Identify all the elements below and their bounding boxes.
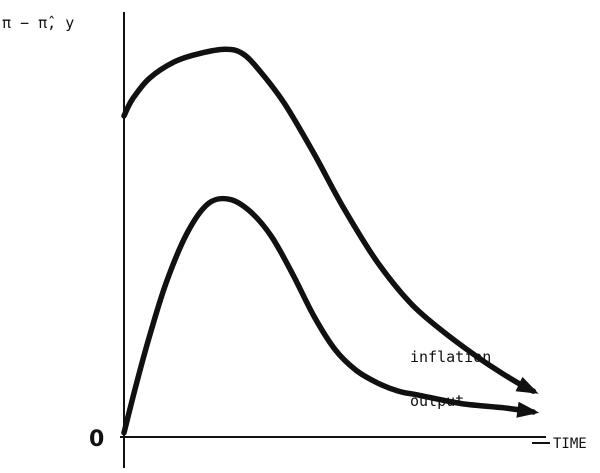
series-arrowhead-inflation bbox=[515, 376, 539, 394]
series-label-output: output bbox=[410, 392, 464, 410]
y-axis-label: π − π̂, y bbox=[2, 14, 74, 32]
series-arrowhead-output bbox=[516, 401, 540, 418]
series-line-output bbox=[121, 195, 537, 436]
origin-label: 0 bbox=[89, 427, 104, 452]
axes bbox=[120, 12, 550, 468]
series-layer bbox=[121, 46, 540, 436]
x-axis-label: TIME bbox=[553, 436, 587, 452]
series-label-inflation: inflation bbox=[410, 348, 491, 366]
series-line-inflation bbox=[121, 46, 537, 394]
